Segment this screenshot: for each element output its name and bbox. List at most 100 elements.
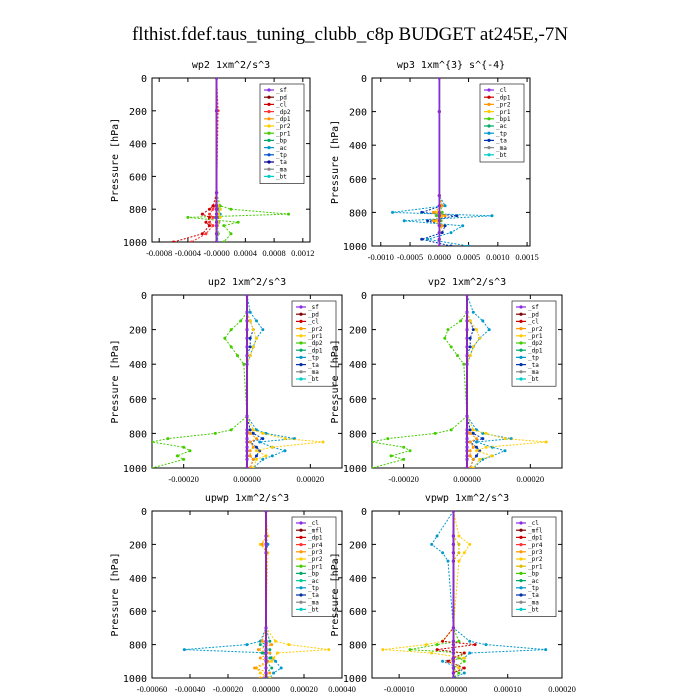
data-point-cl: [451, 511, 455, 513]
legend-label: _ac: [528, 578, 539, 585]
data-point-pr2: [248, 454, 252, 458]
data-point-pr2: [287, 643, 291, 647]
data-point-tp: [443, 204, 447, 208]
data-point-sf: [465, 449, 469, 453]
data-point-pr2: [251, 457, 255, 461]
y-tick-label: 1000: [123, 674, 147, 685]
legend-marker: [487, 110, 491, 114]
legend-label: _pr2: [528, 556, 543, 563]
legend-label: _ta: [528, 592, 539, 599]
x-tick-label: 0.00020: [297, 474, 325, 484]
legend-marker: [267, 174, 271, 178]
data-point-tp: [435, 534, 439, 538]
data-point-pr2: [424, 643, 428, 647]
data-point-dp2: [223, 336, 227, 340]
data-point-pr1: [457, 551, 461, 555]
data-point-pr2: [381, 648, 385, 652]
data-point-pr1: [283, 437, 287, 441]
y-tick-label: 800: [349, 641, 367, 652]
data-point-pr1: [218, 204, 222, 208]
x-tick-label: 0.00020: [548, 684, 576, 694]
legend-label: _pr3: [308, 549, 323, 556]
data-point-dp2: [372, 440, 374, 444]
legend-marker: [299, 571, 303, 576]
data-point-dp2: [211, 207, 215, 211]
legend-marker: [519, 550, 523, 554]
data-point-cl: [437, 110, 441, 114]
legend-label: _pr4: [528, 542, 543, 549]
data-point-pr2: [258, 671, 262, 675]
x-tick-label: 0.0008: [262, 248, 285, 258]
data-point-bp: [270, 666, 274, 670]
x-tick-label: -0.0000: [204, 248, 230, 258]
data-point-bp1: [440, 210, 444, 214]
data-point-dp2: [449, 345, 453, 349]
data-point-pr1: [255, 449, 258, 453]
legend-label: _pr1: [308, 563, 323, 570]
legend-label: _sf: [528, 304, 539, 311]
data-point-tp: [279, 666, 283, 670]
legend-marker: [487, 102, 491, 106]
legend-marker: [299, 319, 303, 323]
y-tick-label: 0: [361, 507, 367, 518]
data-point-sf: [465, 454, 469, 458]
data-point-sf: [465, 428, 469, 432]
legend-label: _ma: [496, 145, 507, 152]
legend-marker: [487, 131, 491, 135]
data-point-dp2: [188, 449, 192, 453]
data-point-cl: [451, 559, 455, 563]
legend-label: _bt: [276, 174, 287, 181]
legend-marker: [299, 535, 303, 540]
data-point-dp2: [446, 328, 450, 332]
series-group: [372, 295, 548, 468]
data-point-cl: [211, 204, 215, 208]
data-point-cl: [451, 656, 455, 660]
series-group: [152, 295, 325, 468]
data-point-sf: [215, 78, 219, 80]
x-tick-label: -0.00020: [388, 474, 418, 484]
legend-marker: [519, 348, 523, 352]
data-point-cl: [451, 666, 455, 670]
data-point-bp: [258, 643, 262, 647]
data-point-sf: [215, 224, 219, 228]
data-point-tp: [274, 659, 277, 663]
data-point-dp2: [236, 354, 239, 358]
legend-label: _pd: [276, 94, 287, 101]
data-point-pr2: [431, 219, 435, 223]
data-point-sf: [245, 319, 249, 323]
data-point-cl: [264, 651, 268, 655]
y-tick-label: 600: [129, 607, 147, 618]
data-point-sf: [245, 449, 249, 453]
data-point-pr1: [471, 345, 475, 349]
data-point-tp: [461, 224, 465, 228]
data-point-pr1: [236, 220, 240, 224]
data-point-cl: [264, 626, 268, 630]
x-tick-label: 0.0005: [457, 252, 480, 262]
data-point-ta: [261, 437, 265, 441]
data-point-tp: [402, 219, 406, 223]
data-point-pr1: [478, 336, 482, 340]
data-point-tp: [468, 639, 472, 643]
data-point-cl: [204, 220, 208, 224]
data-point-cl: [451, 551, 455, 555]
legend-label: _cl: [308, 319, 319, 326]
legend-label: _ac: [308, 578, 319, 585]
data-point-dp2: [211, 224, 215, 228]
legend-marker: [267, 160, 271, 164]
data-point-pr3: [258, 676, 262, 678]
data-point-ta: [471, 431, 475, 435]
data-point-pr1: [287, 212, 290, 216]
data-point-tp: [430, 542, 434, 546]
data-point-ta: [481, 437, 485, 441]
y-tick-label: 200: [129, 107, 147, 118]
data-point-pr2: [440, 204, 444, 208]
data-point-pr1: [321, 440, 325, 444]
data-point-dp2: [459, 319, 463, 323]
data-point-sf: [465, 310, 469, 314]
y-tick-label: 200: [129, 540, 147, 551]
data-point-pr1: [186, 215, 190, 219]
data-point-ta: [443, 224, 447, 228]
data-point-pr1: [475, 328, 478, 332]
data-point-pr2: [248, 431, 252, 435]
legend-marker: [519, 557, 523, 561]
